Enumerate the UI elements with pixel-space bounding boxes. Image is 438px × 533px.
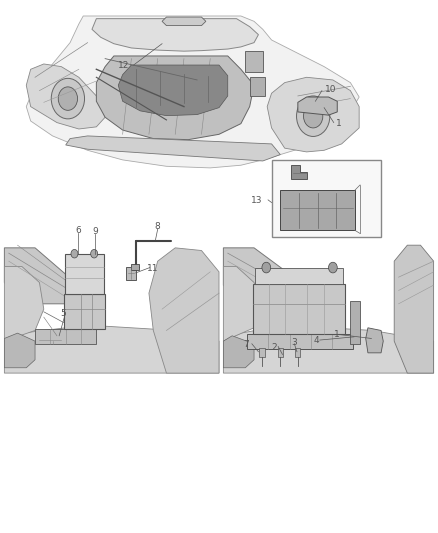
Polygon shape	[26, 64, 105, 129]
Bar	[259, 348, 265, 357]
Bar	[255, 268, 343, 284]
Text: 7: 7	[243, 340, 249, 349]
Text: 1: 1	[336, 119, 342, 128]
Bar	[247, 334, 353, 349]
Circle shape	[297, 96, 330, 136]
Text: 10: 10	[325, 85, 336, 94]
Text: 12: 12	[118, 61, 129, 70]
Bar	[253, 284, 345, 334]
Polygon shape	[223, 336, 254, 368]
Text: 1: 1	[334, 330, 340, 339]
Polygon shape	[366, 328, 383, 353]
Polygon shape	[223, 248, 315, 304]
Polygon shape	[298, 97, 337, 115]
Polygon shape	[291, 165, 307, 179]
Circle shape	[328, 262, 337, 273]
Polygon shape	[4, 333, 35, 368]
Bar	[250, 77, 265, 96]
Text: 5: 5	[60, 309, 67, 318]
Circle shape	[51, 78, 85, 119]
Polygon shape	[118, 65, 228, 116]
Circle shape	[71, 249, 78, 258]
Text: 13: 13	[251, 197, 263, 205]
Polygon shape	[162, 17, 206, 26]
Text: 2: 2	[271, 343, 277, 352]
Circle shape	[304, 104, 323, 128]
Bar	[295, 348, 300, 357]
Circle shape	[58, 87, 78, 110]
Polygon shape	[4, 266, 44, 341]
Bar	[35, 329, 96, 344]
Polygon shape	[92, 19, 258, 51]
Circle shape	[262, 262, 271, 273]
Bar	[272, 160, 381, 237]
Polygon shape	[96, 56, 254, 140]
Polygon shape	[26, 16, 359, 168]
Bar	[131, 264, 139, 270]
Polygon shape	[223, 325, 434, 373]
Polygon shape	[149, 248, 219, 373]
Polygon shape	[4, 248, 88, 304]
Text: 9: 9	[92, 227, 99, 236]
Bar	[278, 348, 283, 357]
Bar	[280, 190, 355, 230]
Bar	[64, 294, 105, 329]
Text: 6: 6	[75, 226, 81, 235]
Bar	[350, 301, 360, 344]
Bar	[245, 51, 263, 72]
Text: 8: 8	[155, 222, 161, 231]
Bar	[65, 254, 104, 294]
Polygon shape	[66, 136, 280, 161]
Polygon shape	[394, 245, 434, 373]
Polygon shape	[4, 325, 219, 373]
Polygon shape	[267, 77, 359, 152]
Text: 4: 4	[313, 336, 319, 344]
Polygon shape	[223, 266, 263, 341]
Circle shape	[91, 249, 98, 258]
Bar	[126, 266, 136, 280]
Text: 11: 11	[147, 264, 158, 272]
Text: 3: 3	[291, 338, 297, 346]
